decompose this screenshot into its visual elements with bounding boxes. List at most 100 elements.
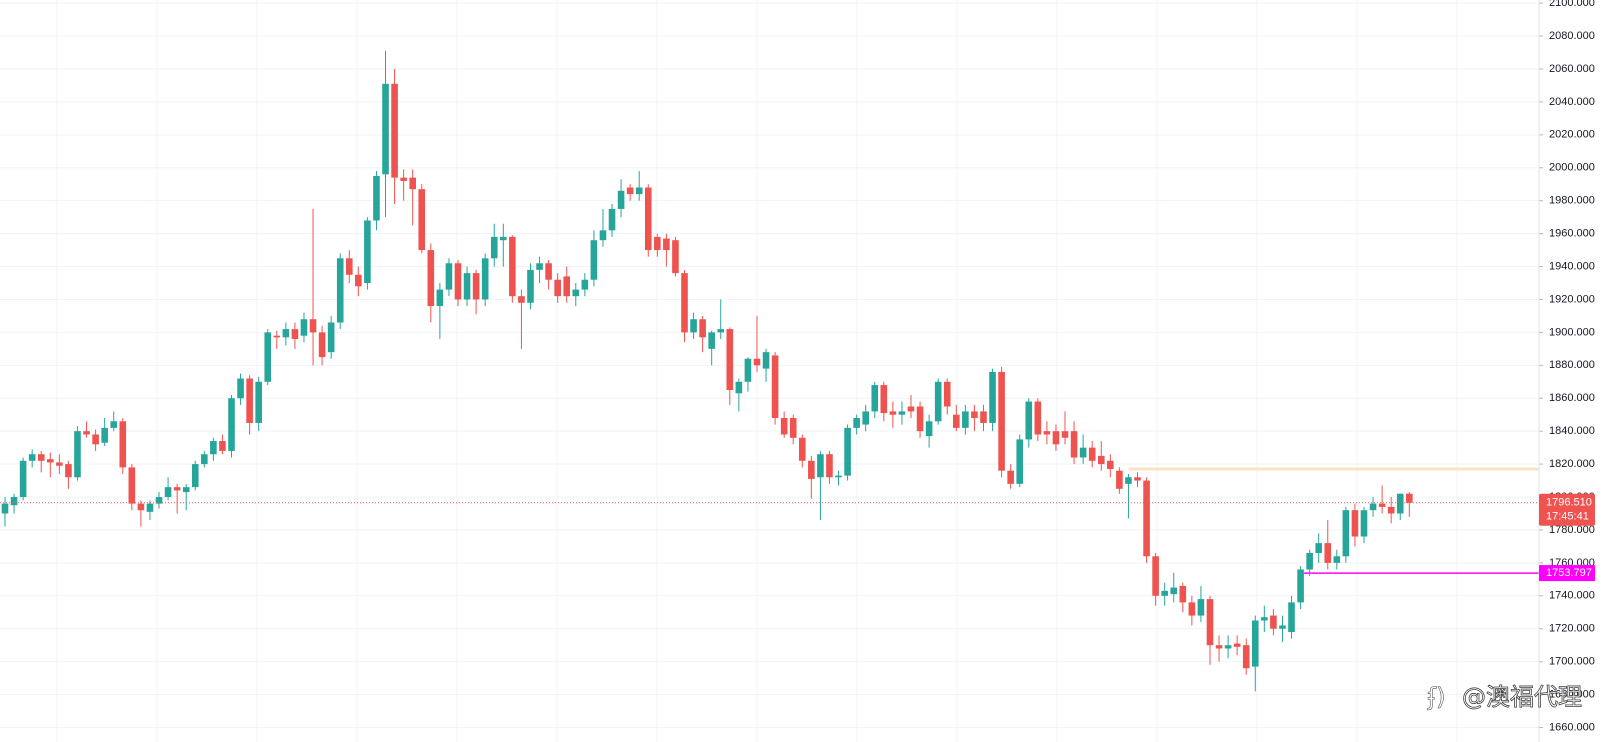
y-tick-label: 1700.000 — [1549, 656, 1595, 668]
candle-body — [1097, 455, 1105, 465]
candle-body — [1043, 431, 1051, 435]
candle-body — [228, 398, 235, 451]
candle-body — [789, 418, 797, 438]
candle-body — [1406, 493, 1413, 503]
candle-body — [1315, 543, 1322, 554]
candle-body — [1279, 625, 1286, 629]
candle-body — [327, 322, 335, 353]
candle-body — [355, 274, 362, 287]
candle-body — [481, 258, 489, 300]
candle-body — [871, 385, 879, 412]
candle-body — [155, 497, 163, 504]
y-tick-label: 1880.000 — [1549, 359, 1595, 371]
candle-body — [1107, 460, 1114, 470]
line-label-box — [1539, 565, 1595, 582]
candle-body — [780, 418, 788, 435]
candle-body — [164, 487, 172, 498]
candle-body — [853, 418, 860, 428]
candle-body — [536, 263, 543, 270]
watermark-icon: ʄ) — [1427, 683, 1445, 711]
candle-body — [1270, 615, 1277, 629]
y-tick-label: 1680.000 — [1549, 688, 1595, 700]
candle-body — [19, 460, 27, 498]
candle-body — [1378, 503, 1386, 507]
y-tick-label: 1860.000 — [1549, 392, 1595, 404]
watermark-text: @澳福代理 — [1462, 683, 1582, 711]
candle-body — [373, 175, 380, 221]
candle-body — [826, 454, 833, 478]
candle-body — [654, 236, 661, 251]
candle-body — [590, 240, 598, 280]
candle-body — [101, 427, 108, 443]
y-tick-label: 1660.000 — [1549, 721, 1595, 733]
candle-body — [998, 371, 1005, 471]
candle-body — [1088, 447, 1096, 461]
y-tick-label: 2080.000 — [1549, 30, 1595, 42]
y-tick-label: 1900.000 — [1549, 326, 1595, 338]
candle-body — [1215, 645, 1223, 649]
candle-body — [364, 220, 371, 284]
candle-body — [681, 273, 688, 333]
y-tick-label: 1980.000 — [1549, 195, 1595, 207]
candle-body — [391, 83, 398, 178]
candle-body — [798, 437, 806, 461]
candle-body — [1324, 543, 1332, 563]
candle-body — [717, 329, 725, 333]
candle-body — [527, 269, 534, 303]
candle-body — [1396, 493, 1404, 514]
candle-body — [862, 411, 869, 425]
candle-body — [1251, 620, 1259, 667]
candle-body — [83, 431, 90, 435]
candle-body — [672, 240, 679, 274]
candle-body — [554, 279, 561, 297]
y-tick-label: 2020.000 — [1549, 129, 1595, 141]
candle-body — [617, 190, 625, 209]
candle-body — [273, 335, 281, 338]
candle-body — [817, 454, 824, 478]
candle-body — [28, 454, 36, 461]
candle-body — [1387, 506, 1395, 514]
candle-body — [934, 381, 942, 422]
candle-body — [1025, 401, 1033, 440]
candle-body — [1, 503, 9, 514]
candle-body — [1179, 585, 1187, 603]
candle-body — [989, 371, 996, 423]
candle-body — [119, 421, 127, 468]
candle-body — [1233, 643, 1241, 647]
watermark: ʄ) @澳福代理 — [1427, 683, 1583, 712]
candle-body — [454, 263, 462, 300]
candle-body — [409, 177, 416, 190]
y-tick-label: 1720.000 — [1549, 623, 1595, 635]
y-tick-label: 1960.000 — [1549, 228, 1595, 240]
y-tick-label: 2100.000 — [1549, 0, 1595, 9]
candle-body — [1333, 556, 1341, 563]
candle-body — [1079, 447, 1087, 458]
candle-body — [490, 236, 498, 259]
candle-body — [1242, 645, 1250, 669]
candle-body — [1297, 569, 1304, 603]
candle-body — [907, 406, 915, 412]
candle-body — [418, 189, 426, 251]
candle-body — [246, 378, 253, 423]
y-tick-label: 1920.000 — [1549, 293, 1595, 305]
y-tick-label: 2060.000 — [1549, 63, 1595, 75]
candle-body — [210, 441, 217, 455]
candle-body — [635, 187, 643, 195]
candle-body — [663, 238, 670, 251]
candle-body — [1197, 599, 1205, 616]
candle-body — [182, 487, 190, 493]
candle-body — [173, 487, 181, 491]
candle-body — [10, 497, 18, 506]
candle-body — [436, 289, 444, 307]
candle-body — [971, 411, 978, 419]
y-tick-label: 1780.000 — [1549, 524, 1595, 536]
candle-body — [500, 236, 507, 241]
candle-body — [255, 381, 262, 423]
candle-body — [74, 431, 81, 478]
candle-body — [1288, 602, 1295, 633]
candle-body — [980, 411, 987, 423]
candle-body — [509, 236, 516, 297]
candle-body — [644, 187, 652, 251]
candle-body — [581, 279, 589, 290]
